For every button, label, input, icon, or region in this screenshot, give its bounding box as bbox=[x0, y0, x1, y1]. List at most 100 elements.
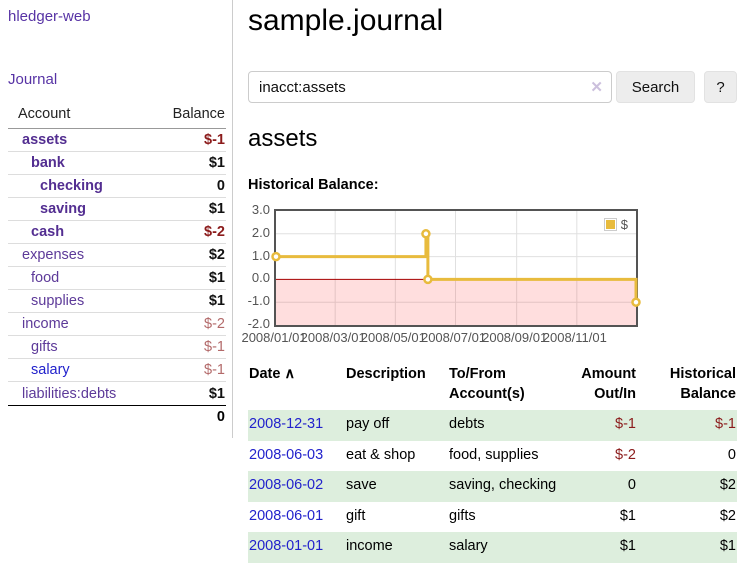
transaction-balance: 0 bbox=[727, 446, 736, 463]
account-row: food $1 bbox=[8, 267, 226, 290]
balance-column-header: Balance bbox=[172, 106, 225, 122]
transaction-date-link[interactable]: 2008-12-31 bbox=[249, 416, 324, 433]
transaction-balance: $2 bbox=[719, 477, 736, 494]
transaction-balance: $1 bbox=[719, 538, 736, 555]
register-row[interactable]: 2008-12-31 pay off debts $-1 $-1 bbox=[248, 410, 737, 441]
account-row: salary $-1 bbox=[8, 359, 226, 382]
accounts-table-header: Account Balance bbox=[8, 104, 226, 129]
account-balance: $-1 bbox=[204, 339, 225, 355]
register-column-header: Description bbox=[346, 366, 426, 382]
sidebar-account-expenses[interactable]: expenses bbox=[22, 247, 85, 263]
account-row: gifts $-1 bbox=[8, 336, 226, 359]
sidebar-account-supplies[interactable]: supplies bbox=[31, 293, 85, 309]
transaction-date-link[interactable]: 2008-01-01 bbox=[249, 538, 324, 555]
chart-plot-area[interactable]: $ bbox=[271, 209, 641, 327]
account-balance: $2 bbox=[208, 247, 225, 263]
register-column-header: Historical Balance bbox=[669, 366, 736, 402]
sidebar: hledger-web Journal Account Balance asse… bbox=[0, 0, 233, 438]
sidebar-account-bank[interactable]: bank bbox=[31, 155, 65, 171]
account-row: assets $-1 bbox=[8, 129, 226, 152]
chart-y-axis: 3.0 2.0 1.0 0.0 -1.0 -2.0 bbox=[244, 202, 270, 331]
sidebar-account-liabilities-debts[interactable]: liabilities:debts bbox=[22, 385, 117, 402]
x-tick-label: 2008/07/01 bbox=[420, 330, 487, 345]
chart-legend: $ bbox=[603, 217, 628, 232]
account-balance: $-1 bbox=[204, 362, 225, 378]
sidebar-account-food[interactable]: food bbox=[31, 270, 60, 286]
transaction-amount: 0 bbox=[627, 477, 636, 494]
legend-swatch-icon bbox=[603, 218, 617, 231]
register-column-header: To/From Account(s) bbox=[449, 366, 525, 402]
sidebar-account-cash[interactable]: cash bbox=[31, 224, 65, 240]
account-balance: $-1 bbox=[204, 132, 225, 148]
account-balance: 0 bbox=[216, 178, 225, 194]
y-tick-label: 0.0 bbox=[251, 270, 270, 286]
register-row[interactable]: 2008-06-02 save saving, checking 0 $2 bbox=[248, 471, 737, 502]
register-table: Date ∧ Description To/From Account(s) Amoun… bbox=[248, 363, 737, 563]
search-input[interactable] bbox=[248, 71, 612, 103]
register-row[interactable]: 2008-06-01 gift gifts $1 $2 bbox=[248, 502, 737, 533]
x-tick-label: 2008/11/01 bbox=[542, 330, 607, 345]
x-tick-label: 2008/09/01 bbox=[482, 330, 548, 345]
y-tick-label: 3.0 bbox=[251, 202, 270, 217]
register-column-header[interactable]: Date ∧ bbox=[249, 366, 296, 382]
register-row[interactable]: 2008-06-03 eat & shop food, supplies $-2 0 bbox=[248, 441, 737, 472]
account-row: saving $1 bbox=[8, 198, 226, 221]
transaction-accounts: food, supplies bbox=[449, 446, 539, 463]
transaction-balance: $-1 bbox=[715, 416, 736, 433]
account-balance: $1 bbox=[208, 155, 225, 171]
x-tick-label: 2008/01/01 bbox=[241, 330, 307, 345]
chart-title: Historical Balance: bbox=[248, 177, 379, 193]
account-balance: $-2 bbox=[204, 224, 225, 240]
account-balance: $1 bbox=[208, 293, 225, 309]
transaction-date-link[interactable]: 2008-06-01 bbox=[249, 507, 324, 524]
sidebar-account-checking[interactable]: checking bbox=[40, 178, 103, 194]
total-balance: 0 bbox=[216, 409, 225, 425]
main-content: sample.journal ✕ Search ? assets Histori… bbox=[241, 0, 742, 582]
account-balance: $-2 bbox=[204, 316, 225, 332]
y-tick-label: -2.0 bbox=[247, 316, 270, 331]
transaction-date-link[interactable]: 2008-06-03 bbox=[249, 446, 324, 463]
legend-label: $ bbox=[620, 217, 628, 232]
account-balance: $1 bbox=[208, 270, 225, 286]
sidebar-account-saving[interactable]: saving bbox=[40, 201, 86, 217]
transaction-accounts: gifts bbox=[449, 507, 476, 524]
nav-journal-link[interactable]: Journal bbox=[8, 71, 58, 88]
y-tick-label: -1.0 bbox=[247, 293, 270, 309]
account-row: expenses $2 bbox=[8, 244, 226, 267]
account-row: bank $1 bbox=[8, 152, 226, 175]
account-balance: $1 bbox=[208, 201, 225, 217]
transaction-description: save bbox=[346, 477, 377, 494]
account-row: cash $-2 bbox=[8, 221, 226, 244]
clear-search-icon[interactable]: ✕ bbox=[590, 79, 603, 96]
sidebar-account-income[interactable]: income bbox=[22, 316, 69, 332]
x-tick-label: 2008/05/01 bbox=[360, 330, 426, 345]
transaction-amount: $1 bbox=[619, 538, 636, 555]
transaction-description: gift bbox=[346, 507, 366, 524]
account-column-header: Account bbox=[18, 106, 71, 122]
search-box: ✕ bbox=[248, 71, 612, 103]
help-button[interactable]: ? bbox=[704, 71, 737, 103]
search-bar: ✕ Search ? bbox=[248, 71, 737, 103]
transaction-description: income bbox=[346, 538, 393, 555]
register-row[interactable]: 2008-01-01 income salary $1 $1 bbox=[248, 532, 737, 563]
accounts-list: assets $-1 bank $1 checking 0 saving $1 cash $-2 e… bbox=[8, 129, 226, 405]
sidebar-account-gifts[interactable]: gifts bbox=[31, 339, 58, 355]
accounts-table: Account Balance assets $-1 bank $1 checking 0… bbox=[8, 104, 226, 427]
chart-canvas bbox=[271, 211, 641, 325]
transaction-date-link[interactable]: 2008-06-02 bbox=[249, 477, 324, 494]
y-tick-label: 1.0 bbox=[251, 247, 270, 263]
transaction-amount: $1 bbox=[619, 507, 636, 524]
x-tick-label: 2008/03/01 bbox=[300, 330, 366, 345]
balance-chart: 3.0 2.0 1.0 0.0 -1.0 -2.0 $ 2008/01/01 2008/03… bbox=[241, 200, 742, 346]
transaction-description: pay off bbox=[346, 416, 390, 433]
sidebar-account-assets[interactable]: assets bbox=[22, 132, 68, 148]
transaction-accounts: debts bbox=[449, 416, 485, 433]
sidebar-account-salary[interactable]: salary bbox=[31, 362, 70, 378]
sort-asc-icon: ∧ bbox=[280, 366, 296, 382]
brand-link[interactable]: hledger-web bbox=[8, 8, 91, 25]
search-button[interactable]: Search bbox=[616, 71, 695, 103]
account-heading: assets bbox=[248, 125, 318, 152]
account-row: checking 0 bbox=[8, 175, 226, 198]
page-title: sample.journal bbox=[248, 4, 444, 37]
